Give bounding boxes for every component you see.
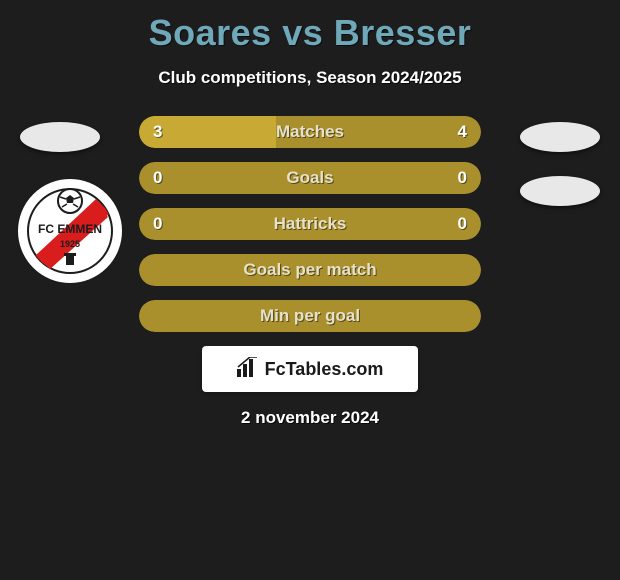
watermark-text: FcTables.com [265,359,384,380]
stat-row-min-per-goal: Min per goal [139,300,481,332]
stat-row-matches: 3 Matches 4 [139,116,481,148]
subtitle: Club competitions, Season 2024/2025 [0,68,620,88]
stat-label: Goals per match [139,254,481,286]
stat-row-goals: 0 Goals 0 [139,162,481,194]
stat-label: Matches [139,116,481,148]
stat-label: Min per goal [139,300,481,332]
stat-row-goals-per-match: Goals per match [139,254,481,286]
stat-value-right: 0 [458,162,467,194]
team-disc-right-bottom [520,176,600,206]
svg-text:1925: 1925 [60,239,80,249]
team-disc-right-top [520,122,600,152]
bars-icon [237,357,259,382]
stat-row-hattricks: 0 Hattricks 0 [139,208,481,240]
stat-label: Goals [139,162,481,194]
stat-label: Hattricks [139,208,481,240]
stat-value-right: 0 [458,208,467,240]
date-text: 2 november 2024 [0,408,620,428]
svg-text:FC EMMEN: FC EMMEN [38,222,102,236]
page-title: Soares vs Bresser [0,0,620,54]
club-badge: FC EMMEN 1925 [16,177,124,285]
watermark: FcTables.com [202,346,418,392]
stat-value-right: 4 [458,116,467,148]
team-disc-left [20,122,100,152]
